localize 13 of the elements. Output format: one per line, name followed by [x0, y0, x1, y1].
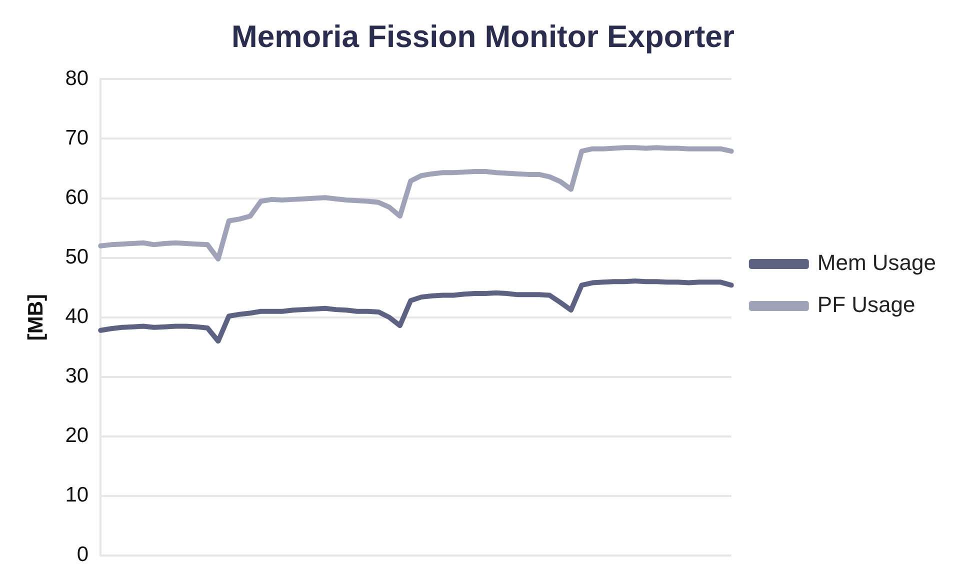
y-tick-label: 70	[65, 126, 89, 150]
y-tick-label: 20	[65, 424, 89, 448]
y-tick-label: 50	[65, 246, 89, 269]
legend-label: PF Usage	[817, 292, 916, 318]
y-tick-label: 60	[65, 186, 89, 210]
chart-title: Memoria Fission Monitor Exporter	[232, 19, 734, 54]
y-tick-label: 30	[65, 364, 89, 388]
y-tick-label: 80	[65, 66, 89, 90]
y-tick-label: 10	[65, 484, 89, 507]
y-tick-label: 0	[76, 543, 89, 566]
legend-label: Mem Usage	[817, 250, 936, 276]
y-tick-label: 40	[65, 305, 89, 328]
y-axis-title: [MB]	[24, 294, 48, 341]
